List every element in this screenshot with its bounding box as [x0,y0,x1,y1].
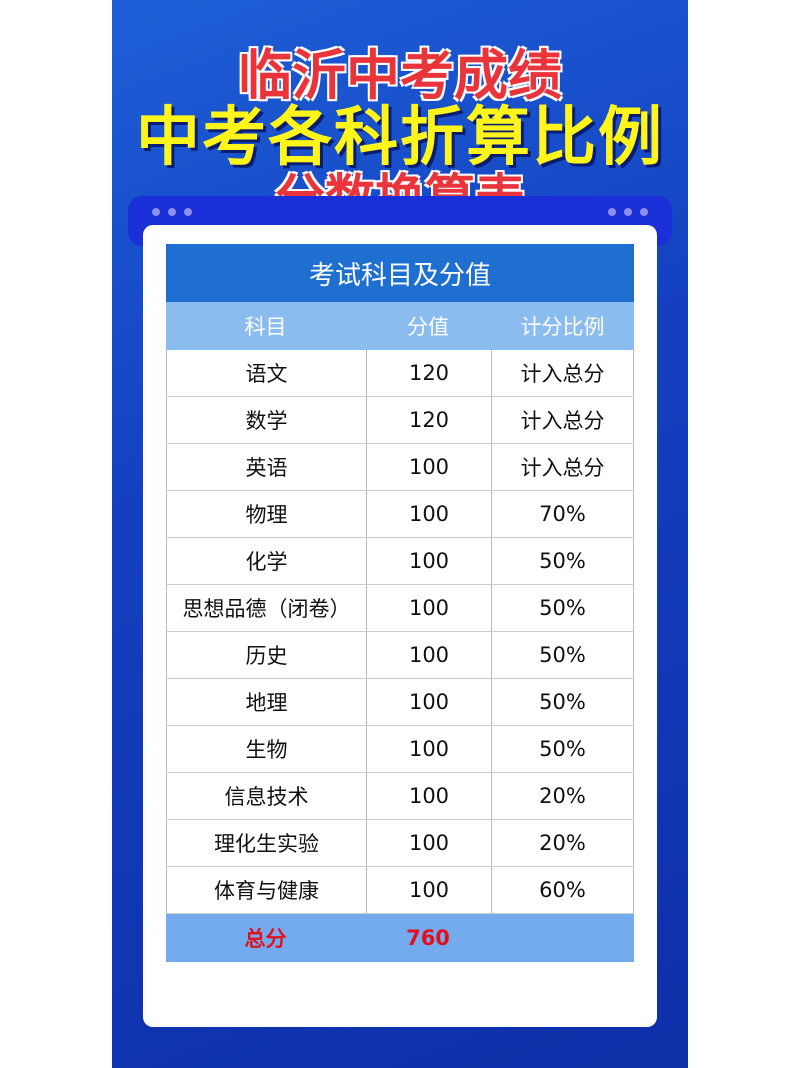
header-score: 分值 [407,315,449,339]
cell-ratio: 60% [539,878,586,902]
cell-ratio: 计入总分 [520,362,605,386]
table-row: 物理 100 70% [166,491,634,538]
table-row: 语文 120 计入总分 [166,350,634,397]
cell-score: 100 [366,773,492,819]
cell-score: 100 [366,679,492,725]
cell-subject: 信息技术 [224,785,309,809]
cell-subject: 生物 [245,738,288,762]
title-line-2: 中考各科折算比例 [136,101,664,175]
cell-ratio: 70% [539,502,586,526]
cell-score: 100 [366,867,492,913]
dots-decoration-left [152,208,192,216]
score-table: 考试科目及分值 科目 分值 计分比例 语文 120 计入总分 数学 120 计入总分 英语 1… [166,244,634,962]
cell-subject: 体育与健康 [214,879,319,903]
cell-subject: 数学 [245,409,288,433]
total-label: 总分 [244,927,287,951]
table-row: 化学 100 50% [166,538,634,585]
cell-subject: 历史 [245,644,288,668]
table-row: 生物 100 50% [166,726,634,773]
cell-ratio: 50% [539,596,586,620]
cell-subject: 理化生实验 [214,832,319,856]
cell-ratio: 20% [539,831,586,855]
total-value: 760 [406,926,450,950]
dots-decoration-right [608,208,648,216]
cell-score: 100 [366,444,492,490]
cell-ratio: 50% [539,690,586,714]
table-row: 地理 100 50% [166,679,634,726]
table-header-row: 科目 分值 计分比例 [166,302,634,350]
cell-subject: 语文 [245,362,288,386]
cell-ratio: 20% [539,784,586,808]
cell-score: 100 [366,726,492,772]
table-title: 考试科目及分值 [166,244,634,302]
cell-ratio: 计入总分 [520,456,605,480]
cell-score: 100 [366,538,492,584]
cell-subject: 思想品德（闭卷） [182,597,351,621]
header-ratio: 计分比例 [520,315,605,339]
cell-subject: 地理 [245,691,288,715]
cell-score: 120 [366,350,492,396]
cell-ratio: 50% [539,737,586,761]
cell-subject: 物理 [245,503,288,527]
cell-subject: 英语 [245,456,288,480]
cell-score: 100 [366,491,492,537]
cell-score: 100 [366,820,492,866]
cell-score: 120 [366,397,492,443]
table-row: 信息技术 100 20% [166,773,634,820]
total-row: 总分 760 [166,914,634,962]
header-subject: 科目 [244,315,287,339]
cell-score: 100 [366,632,492,678]
cell-ratio: 计入总分 [520,409,605,433]
table-row: 数学 120 计入总分 [166,397,634,444]
table-row: 体育与健康 100 60% [166,867,634,914]
cell-ratio: 50% [539,549,586,573]
title-line-1: 临沂中考成绩 [238,44,562,107]
total-empty-cell [491,914,634,962]
table-row: 理化生实验 100 20% [166,820,634,867]
cell-subject: 化学 [245,550,288,574]
table-row: 英语 100 计入总分 [166,444,634,491]
cell-score: 100 [366,585,492,631]
cell-ratio: 50% [539,643,586,667]
table-row: 历史 100 50% [166,632,634,679]
table-row: 思想品德（闭卷） 100 50% [166,585,634,632]
